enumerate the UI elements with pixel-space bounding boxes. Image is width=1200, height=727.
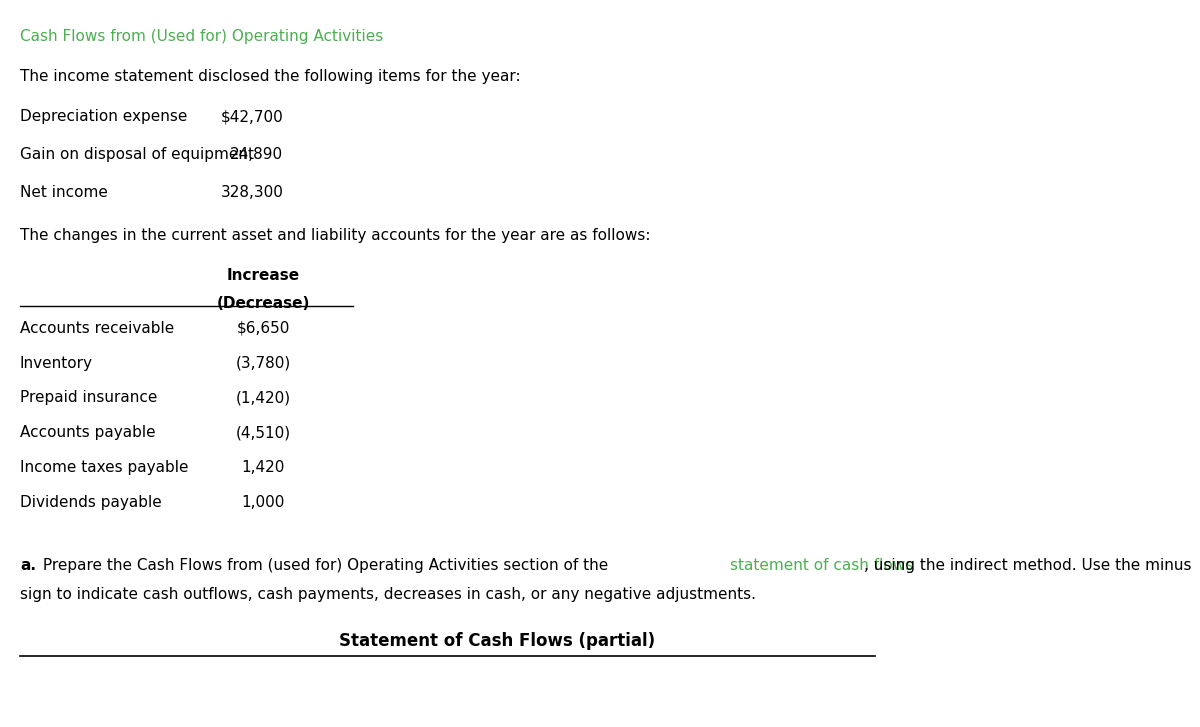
Text: 1,420: 1,420 — [242, 460, 286, 475]
Text: Net income: Net income — [20, 185, 108, 200]
Text: Cash Flows from (Used for) Operating Activities: Cash Flows from (Used for) Operating Act… — [20, 29, 383, 44]
Text: statement of cash flows: statement of cash flows — [730, 558, 913, 573]
Text: $42,700: $42,700 — [221, 109, 283, 124]
Text: The income statement disclosed the following items for the year:: The income statement disclosed the follo… — [20, 69, 521, 84]
Text: (4,510): (4,510) — [236, 425, 292, 441]
Text: 24,890: 24,890 — [230, 147, 283, 162]
Text: $6,650: $6,650 — [236, 321, 290, 336]
Text: Accounts payable: Accounts payable — [20, 425, 156, 441]
Text: sign to indicate cash outflows, cash payments, decreases in cash, or any negativ: sign to indicate cash outflows, cash pay… — [20, 587, 756, 602]
Text: Dividends payable: Dividends payable — [20, 495, 162, 510]
Text: 328,300: 328,300 — [221, 185, 283, 200]
Text: a.: a. — [20, 558, 36, 573]
Text: Statement of Cash Flows (partial): Statement of Cash Flows (partial) — [340, 632, 655, 650]
Text: Inventory: Inventory — [20, 356, 92, 371]
Text: 1,000: 1,000 — [242, 495, 286, 510]
Text: (1,420): (1,420) — [236, 390, 292, 406]
Text: Increase: Increase — [227, 268, 300, 284]
Text: Accounts receivable: Accounts receivable — [20, 321, 174, 336]
Text: Income taxes payable: Income taxes payable — [20, 460, 188, 475]
Text: (Decrease): (Decrease) — [217, 296, 310, 311]
Text: Gain on disposal of equipment: Gain on disposal of equipment — [20, 147, 254, 162]
Text: Depreciation expense: Depreciation expense — [20, 109, 187, 124]
Text: The changes in the current asset and liability accounts for the year are as foll: The changes in the current asset and lia… — [20, 228, 650, 244]
Text: Prepaid insurance: Prepaid insurance — [20, 390, 157, 406]
Text: Prepare the Cash Flows from (used for) Operating Activities section of the: Prepare the Cash Flows from (used for) O… — [37, 558, 613, 573]
Text: , using the indirect method. Use the minus: , using the indirect method. Use the min… — [864, 558, 1192, 573]
Text: (3,780): (3,780) — [236, 356, 292, 371]
